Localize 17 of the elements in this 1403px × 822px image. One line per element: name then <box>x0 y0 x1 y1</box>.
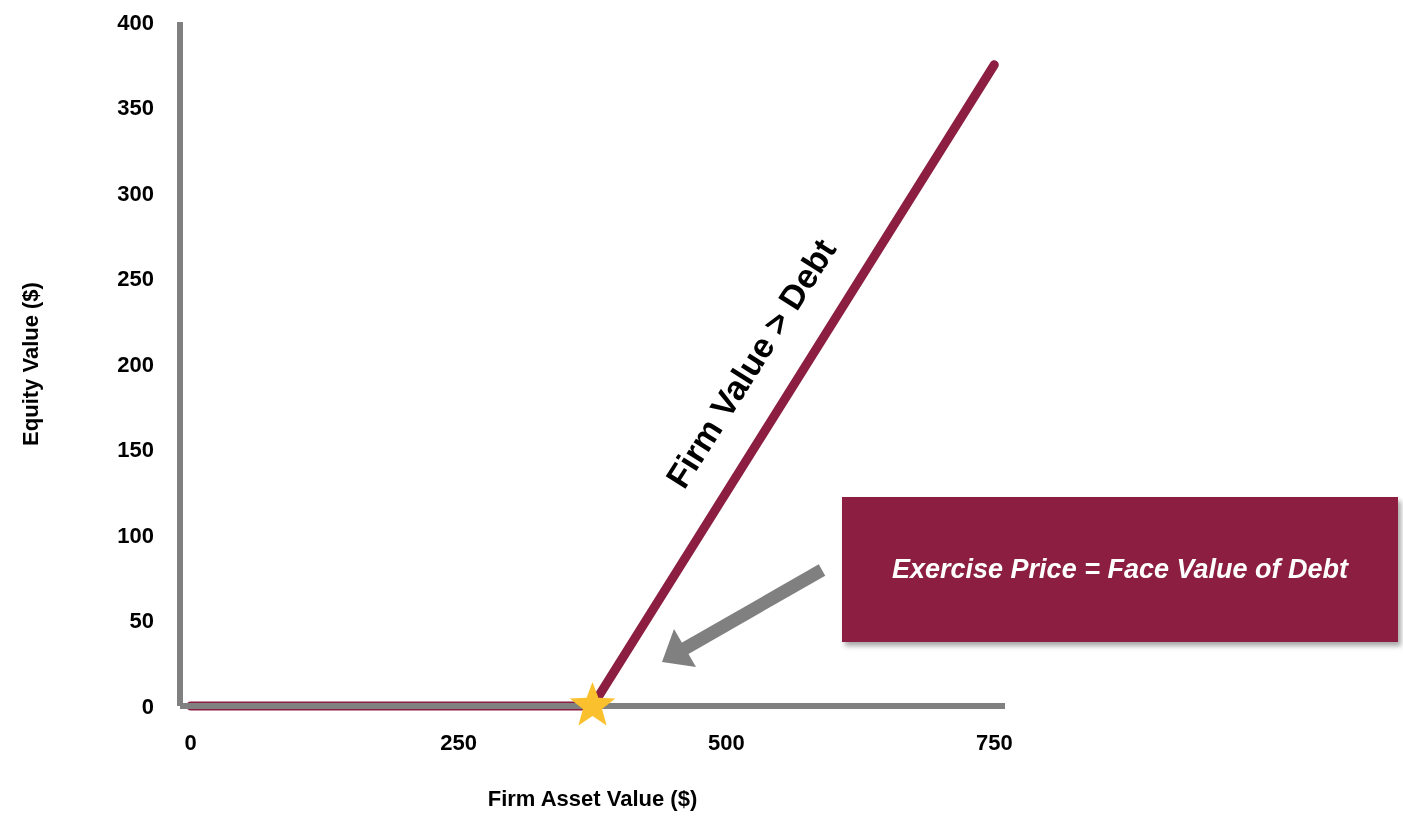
x-tick-label: 500 <box>708 729 745 755</box>
callout-box: Exercise Price = Face Value of Debt <box>842 497 1398 642</box>
annotation: Exercise Price = Face Value of Debt <box>892 554 1348 585</box>
x-tick-label: 750 <box>975 729 1013 755</box>
y-tick-label: 250 <box>117 266 154 292</box>
y-tick-label: 300 <box>117 180 154 206</box>
y-tick-label: 150 <box>117 437 154 463</box>
y-tick-label: 50 <box>129 608 154 634</box>
x-tick-label: 250 <box>440 729 477 755</box>
y-tick-label: 200 <box>117 351 154 377</box>
x-axis-title: Firm Asset Value ($) <box>487 786 698 811</box>
x-tick-label: 0 <box>184 729 197 755</box>
y-tick-label: 100 <box>117 522 154 548</box>
y-tick-label: 0 <box>141 693 154 719</box>
y-axis-title: Equity Value ($) <box>17 282 43 446</box>
y-tick-label: 400 <box>117 9 154 35</box>
y-tick-label: 350 <box>117 95 154 121</box>
